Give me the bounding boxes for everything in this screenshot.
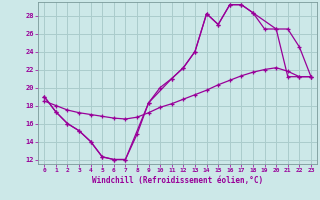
- X-axis label: Windchill (Refroidissement éolien,°C): Windchill (Refroidissement éolien,°C): [92, 176, 263, 185]
